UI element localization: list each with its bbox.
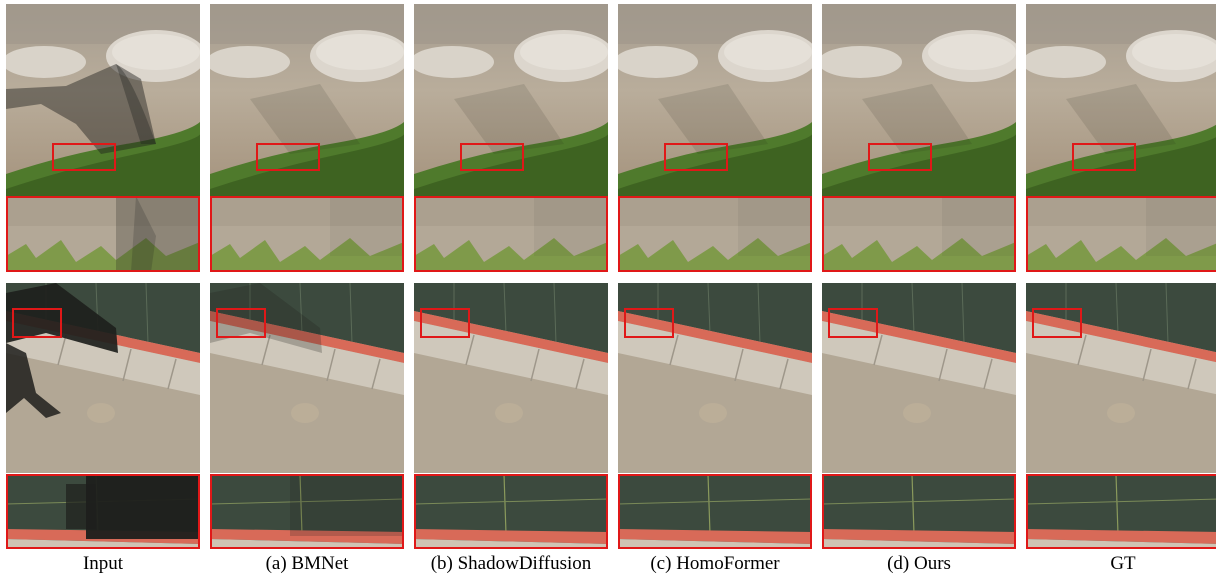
top-scene-image [210,4,404,196]
top-zoom-crop [618,196,812,272]
column-caption: (d) Ours [887,553,951,574]
column-caption: (a) BMNet [265,553,349,574]
top-scene-image [822,4,1016,196]
column-ours: (d) Ours [822,0,1016,578]
bottom-zoom-crop [414,474,608,549]
column-shadowdiffusion: (b) ShadowDiffusion [414,0,608,578]
column-homoformer: (c) HomoFormer [618,0,812,578]
column-caption: Input [82,553,124,574]
top-scene-image [618,4,812,196]
top-zoom-crop [414,196,608,272]
column-gt: GT [1026,0,1216,578]
top-zoom-crop [822,196,1016,272]
bottom-zoom-crop [1026,474,1216,549]
bottom-scene-image [414,283,608,473]
column-caption: (b) ShadowDiffusion [430,553,592,574]
column-bmnet: (a) BMNet [210,0,404,578]
bottom-scene-image [6,283,200,473]
top-zoom-crop [210,196,404,272]
bottom-scene-image [210,283,404,473]
bottom-scene-image [822,283,1016,473]
top-zoom-crop [6,196,200,272]
top-scene-image [1026,4,1216,196]
column-caption: GT [1110,553,1136,574]
top-scene-image [6,4,200,196]
column-input: Input [6,0,200,578]
top-zoom-crop [1026,196,1216,272]
bottom-scene-image [1026,283,1216,473]
bottom-zoom-crop [210,474,404,549]
bottom-zoom-crop [618,474,812,549]
bottom-scene-image [618,283,812,473]
bottom-zoom-crop [6,474,200,549]
bottom-zoom-crop [822,474,1016,549]
column-caption: (c) HomoFormer [650,553,780,574]
top-scene-image [414,4,608,196]
